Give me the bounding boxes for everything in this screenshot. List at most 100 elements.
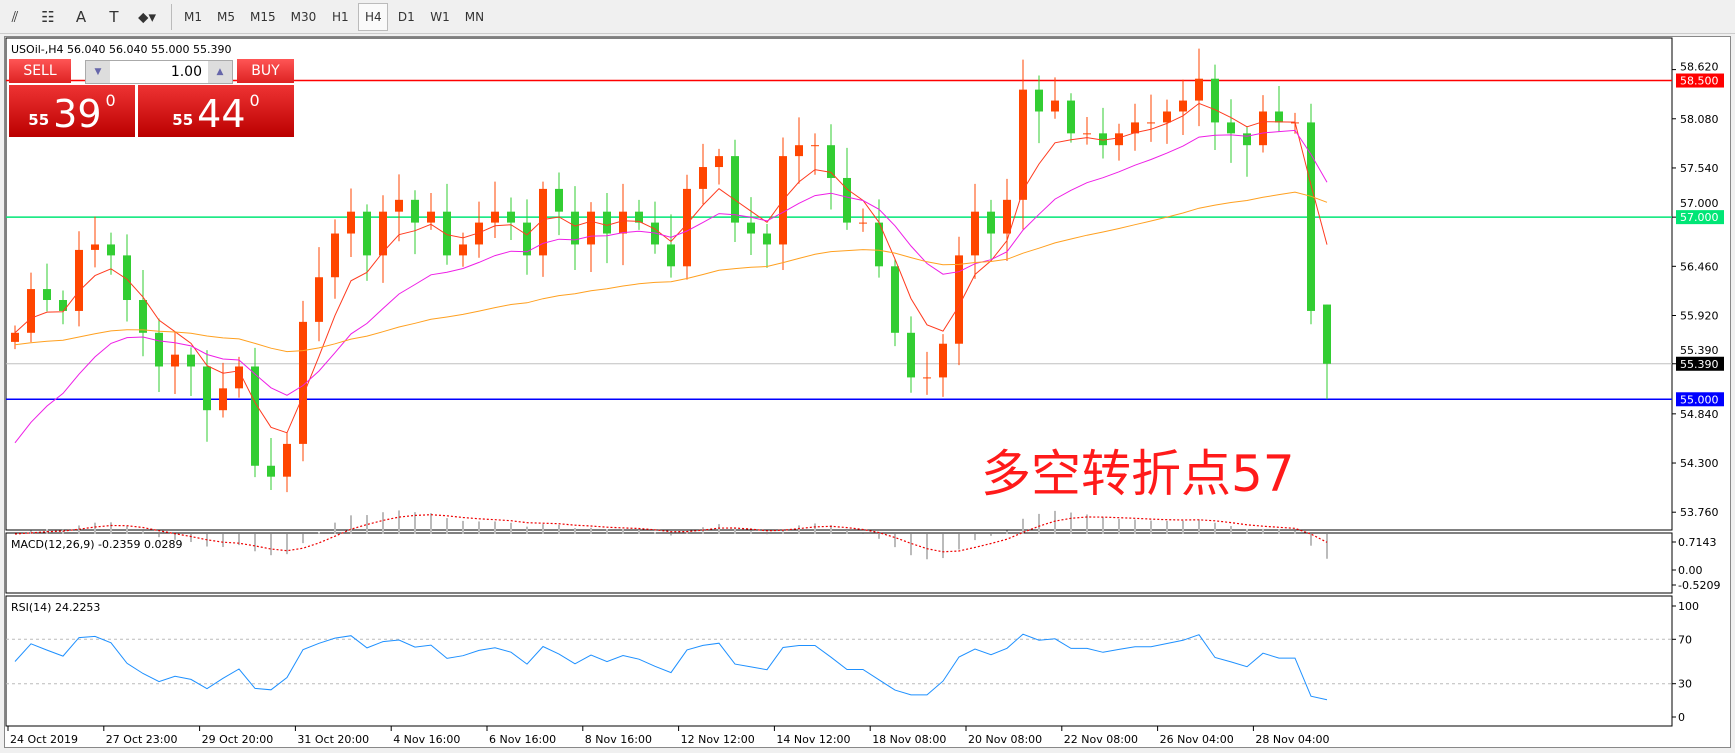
sell-price-pip: 0 [105,91,116,110]
rsi-tick-label: 70 [1678,633,1692,646]
one-click-trading-panel: SELL ▼ 1.00 ▲ BUY 55 39 0 55 44 0 [9,59,294,137]
chart-header: USOil-,H4 56.040 56.040 55.000 55.390 [11,43,231,56]
bull-candle [795,145,803,157]
bear-candle [363,211,371,256]
bull-candle [955,255,963,344]
bear-candle [571,211,579,245]
macd-tick-label: -0.5209 [1678,579,1720,592]
timeframe-h4-button[interactable]: H4 [358,2,389,31]
increase-lot-button[interactable]: ▲ [208,61,232,83]
bear-candle [155,332,163,367]
bull-candle [619,211,627,234]
rsi-tick-label: 0 [1678,711,1685,724]
macd-signal-line [14,514,1328,553]
rsi-tick-label: 100 [1678,600,1699,613]
bull-candle [395,199,403,212]
timeframe-d1-button[interactable]: D1 [397,9,415,24]
lot-size-input[interactable]: ▼ 1.00 ▲ [85,60,233,84]
buy-price-button[interactable]: 55 44 0 [138,85,294,137]
macd-tick-label: 0.00 [1678,564,1703,577]
bear-candle [891,266,899,333]
timeframe-m15-button[interactable]: M15 [250,9,276,24]
date-label: 8 Nov 16:00 [585,733,652,746]
arrows-tool-icon[interactable]: ⬥▾ [138,7,157,26]
bull-candle [315,277,323,322]
timeframe-mn-button[interactable]: MN [464,9,485,24]
main-pane [5,37,1673,531]
date-label: 4 Nov 16:00 [393,733,460,746]
timeframe-h1-button[interactable]: H1 [331,9,349,24]
toolbar-separator [171,3,173,30]
bear-candle [187,354,195,367]
bull-candle [1019,89,1027,200]
bull-candle [939,343,947,378]
bear-candle [59,300,67,311]
elliott-tool-icon[interactable]: ⫽ [11,7,19,26]
timeframe-m5-button[interactable]: M5 [217,9,236,24]
bear-candle [843,177,851,223]
bull-candle [1003,199,1011,234]
rsi-pane [5,595,1673,727]
bull-candle [75,249,83,311]
bear-candle [1323,304,1331,364]
bull-candle [859,222,867,224]
bear-candle [411,199,419,223]
bull-candle [923,377,931,379]
price-level-tag-label: 55.000 [1680,393,1719,406]
date-label: 22 Nov 08:00 [1064,733,1138,746]
bull-candle [971,211,979,256]
date-label: 20 Nov 08:00 [968,733,1042,746]
decrease-lot-button[interactable]: ▼ [86,61,110,83]
bear-candle [747,222,755,234]
bull-candle [379,211,387,256]
bear-candle [651,222,659,245]
bear-candle [251,366,259,466]
price-level-tag-label: 57.000 [1680,211,1719,224]
bull-candle [91,244,99,250]
bull-candle [1147,122,1155,124]
bull-candle [1195,78,1203,101]
text-label-tool-icon[interactable]: T [109,7,119,26]
sell-price-big: 39 [53,92,102,136]
price-tick-label: 55.390 [1680,344,1719,357]
bear-candle [1275,111,1283,123]
lot-value[interactable]: 1.00 [170,64,202,80]
price-level-tag [1676,73,1724,88]
bull-candle [11,332,19,342]
bear-candle [107,244,115,256]
bull-candle [283,443,291,477]
price-level-tag [1676,210,1724,225]
macd-label: MACD(12,26,9) -0.2359 0.0289 [11,538,182,551]
text-tool-icon[interactable]: A [75,7,87,26]
sell-price-button[interactable]: 55 39 0 [9,85,135,137]
date-label: 14 Nov 12:00 [776,733,850,746]
buy-button[interactable]: BUY [237,59,294,83]
bear-candle [443,211,451,256]
ma-fast-line [14,102,1328,434]
candles [11,48,1331,493]
price-tick-label: 57.540 [1680,162,1719,175]
timeframe-m30-button[interactable]: M30 [290,9,317,24]
bull-candle [427,211,435,223]
timeframe-w1-button[interactable]: W1 [430,9,450,24]
price-tick-label: 55.920 [1680,309,1719,322]
chart-window[interactable]: 58.620 58.080 57.540 57.000 56.460 55.920 55.3… [4,36,1731,748]
bear-candle [875,222,883,267]
fibonacci-tool-icon[interactable]: ☷ [41,7,55,26]
bull-candle [171,354,179,367]
rsi-tick-label: 30 [1678,678,1692,691]
price-level-tag [1676,392,1724,407]
sell-button[interactable]: SELL [9,59,71,83]
bull-candle [1131,122,1139,134]
date-label: 6 Nov 16:00 [489,733,556,746]
bull-candle [299,321,307,444]
bull-candle [715,156,723,168]
chart-canvas[interactable]: 58.620 58.080 57.540 57.000 56.460 55.920 55.3… [5,37,1732,749]
bull-candle [219,388,227,411]
price-tick-label: 57.000 [1680,197,1719,210]
bull-candle [475,222,483,245]
price-tick-label: 54.840 [1680,408,1719,421]
bear-candle [1035,89,1043,112]
bear-candle [123,255,131,301]
timeframe-m1-button[interactable]: M1 [184,9,203,24]
